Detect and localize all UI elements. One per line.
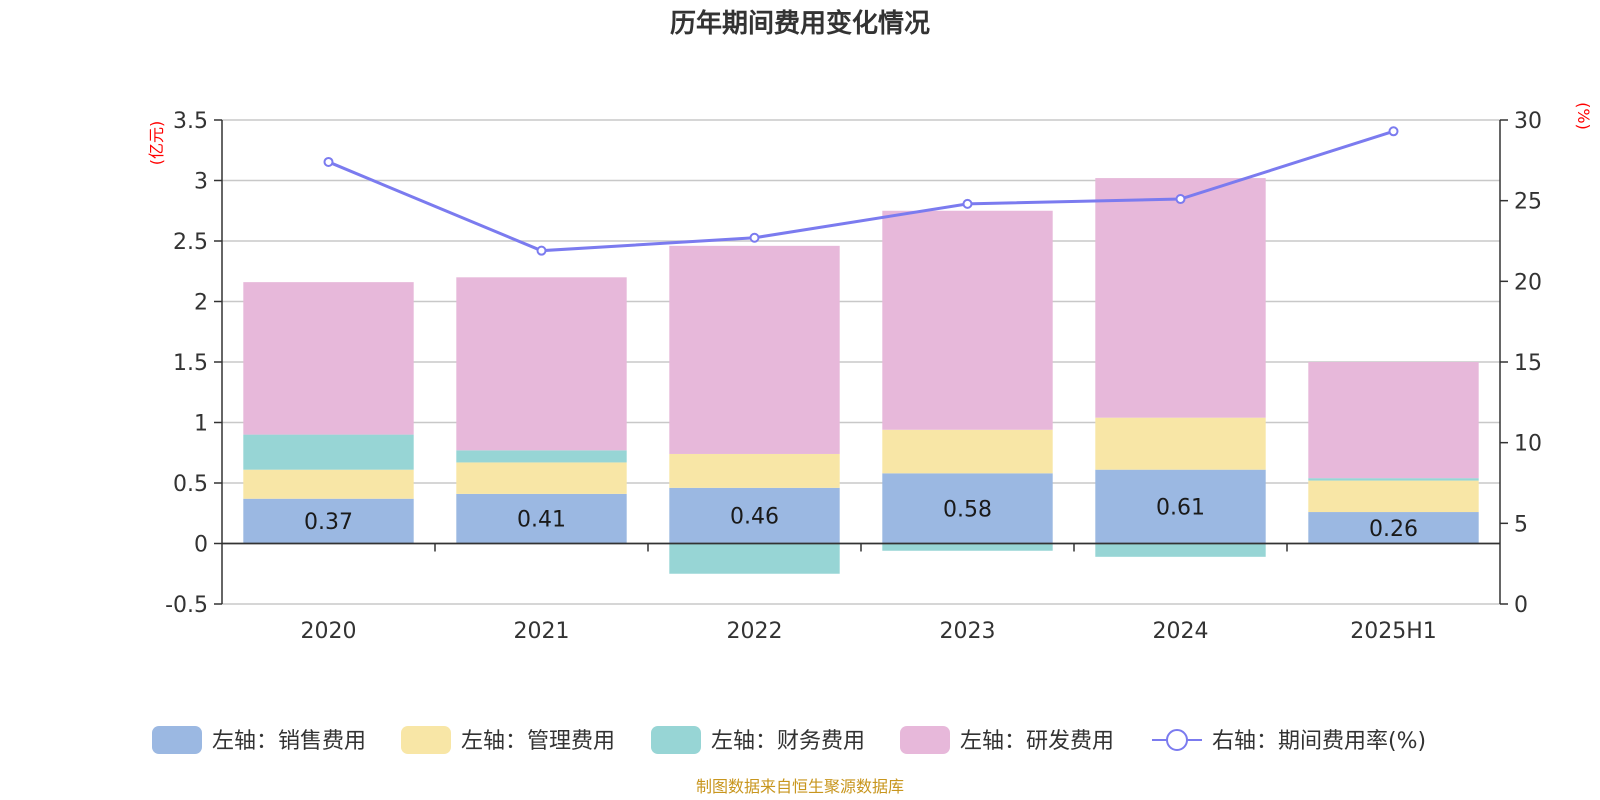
bar-segment <box>1095 469 1266 544</box>
legend-swatch <box>900 726 950 754</box>
bar-segment <box>1308 478 1479 481</box>
right-axis-unit: (%) <box>1574 102 1593 130</box>
x-tick-label: 2020 <box>301 619 357 644</box>
bar-segment <box>882 429 1053 474</box>
bar-segment <box>669 245 840 454</box>
legend-item: 左轴：研发费用 <box>900 726 1114 754</box>
bar-segment <box>882 473 1053 544</box>
left-tick-label: 2.5 <box>173 230 208 255</box>
rate-line-path <box>327 129 1394 253</box>
bar-segment <box>669 543 840 574</box>
x-tick-label: 2023 <box>940 619 996 644</box>
legend: 左轴：销售费用 左轴：管理费用 左轴：财务费用 左轴：研发费用 右轴：期间费用率(%) <box>152 726 1426 754</box>
bar-data-label: 0.46 <box>730 505 779 530</box>
legend-label: 左轴：财务费用 <box>711 729 865 754</box>
legend-label: 左轴：研发费用 <box>960 729 1114 754</box>
left-tick-label: 0.5 <box>173 472 208 497</box>
right-tick-label: 0 <box>1514 593 1528 618</box>
left-axis-unit: (亿元) <box>147 121 166 166</box>
source-note: 制图数据来自恒生聚源数据库 <box>696 777 904 796</box>
bar-data-label: 0.61 <box>1156 496 1205 521</box>
bar-segment <box>456 277 627 451</box>
left-tick-label: 1.5 <box>173 351 208 376</box>
legend-swatch <box>152 726 202 754</box>
legend-label: 左轴：管理费用 <box>461 729 615 754</box>
chart-title: 历年期间费用变化情况 <box>670 8 930 39</box>
data-labels: 0.37 0.41 0.46 0.58 0.61 0.26 <box>304 496 1418 542</box>
right-tick-label: 30 <box>1514 109 1542 134</box>
bar-data-label: 0.37 <box>304 510 353 535</box>
bar-segment <box>243 498 414 544</box>
right-tick-label: 25 <box>1514 190 1542 215</box>
legend-label: 右轴：期间费用率(%) <box>1212 729 1426 754</box>
x-tick-label: 2025H1 <box>1350 619 1437 644</box>
bar-segment <box>882 210 1053 430</box>
bar-segment <box>1095 178 1266 418</box>
x-tick-label: 2021 <box>514 619 570 644</box>
left-tick-label: 3 <box>194 170 208 195</box>
x-tick-label: 2022 <box>727 619 783 644</box>
bar-segment <box>1308 362 1479 479</box>
bar-segment <box>1308 480 1479 513</box>
rate-line <box>323 126 1399 256</box>
bars <box>243 178 1479 574</box>
bar-segment <box>669 487 840 544</box>
bar-segment <box>1308 512 1479 544</box>
legend-label: 左轴：销售费用 <box>212 729 366 754</box>
right-tick-label: 15 <box>1514 351 1542 376</box>
rate-point <box>749 232 760 243</box>
bar-data-label: 0.41 <box>517 508 566 533</box>
bar-segment <box>882 543 1053 551</box>
bar-segment <box>456 462 627 494</box>
rate-point <box>536 245 547 256</box>
right-tick-label: 20 <box>1514 270 1542 295</box>
bar-segment <box>456 450 627 463</box>
bar-data-label: 0.26 <box>1369 517 1418 542</box>
rate-point <box>323 156 334 167</box>
bar-segment <box>1095 543 1266 557</box>
legend-item: 左轴：管理费用 <box>401 726 615 754</box>
legend-item: 右轴：期间费用率(%) <box>1152 729 1426 754</box>
bar-segment <box>243 434 414 470</box>
legend-swatch <box>651 726 701 754</box>
left-tick-label: 3.5 <box>173 109 208 134</box>
left-tick-label: -0.5 <box>165 593 208 618</box>
bar-segment <box>243 282 414 435</box>
rate-point <box>1388 126 1399 137</box>
rate-point <box>962 198 973 209</box>
legend-item: 左轴：销售费用 <box>152 726 366 754</box>
bar-segment <box>456 493 627 544</box>
legend-circle-icon <box>1166 729 1188 751</box>
left-tick-label: 0 <box>194 533 208 558</box>
left-tick-label: 2 <box>194 291 208 316</box>
bar-segment <box>243 469 414 499</box>
right-tick-label: 5 <box>1514 512 1528 537</box>
legend-swatch <box>401 726 451 754</box>
bar-data-label: 0.58 <box>943 497 992 522</box>
right-tick-label: 10 <box>1514 432 1542 457</box>
legend-item: 左轴：财务费用 <box>651 726 865 754</box>
rate-point <box>1175 194 1186 205</box>
grid-lines <box>222 119 1500 605</box>
bar-segment <box>1095 417 1266 470</box>
left-tick-label: 1 <box>194 412 208 437</box>
bar-segment <box>669 453 840 488</box>
axes: -0.5 0 0.5 1 1.5 2 2.5 3 3.5 0 5 10 15 20 25 30 2020 2021… <box>165 109 1542 644</box>
x-tick-label: 2024 <box>1153 619 1209 644</box>
